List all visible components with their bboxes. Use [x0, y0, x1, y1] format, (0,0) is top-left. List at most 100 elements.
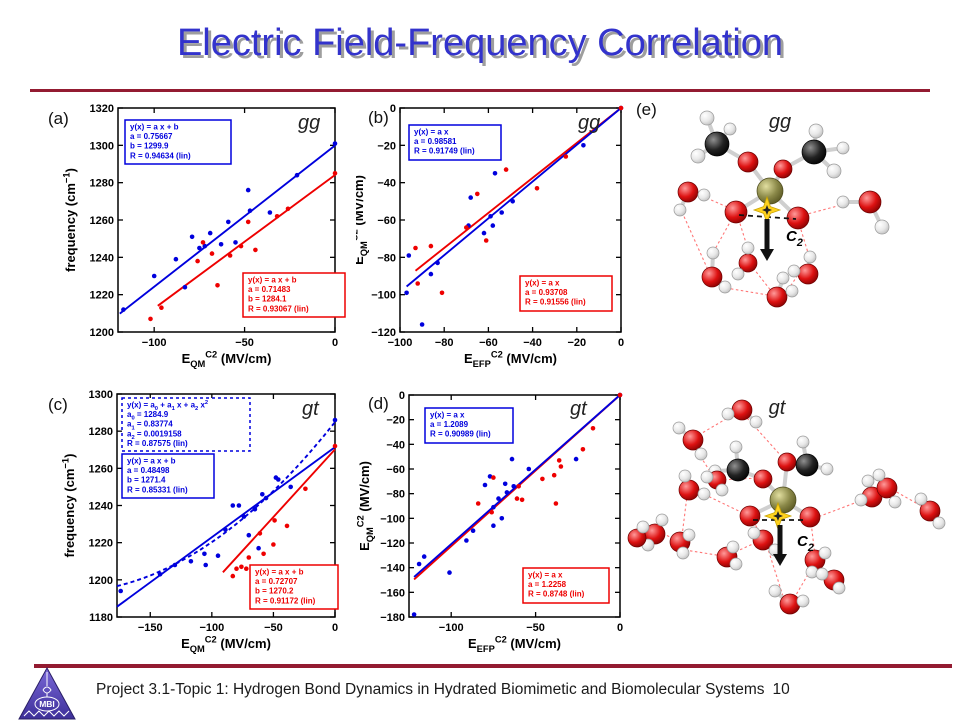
x-axis-label: EQMC2 (MV/cm)	[182, 350, 272, 370]
y-tick-label: −80	[386, 489, 405, 501]
atom-O	[766, 286, 788, 308]
data-point	[464, 225, 469, 230]
data-point	[236, 503, 242, 508]
data-point	[189, 234, 195, 240]
data-point	[303, 486, 308, 492]
logo-text: MBI	[39, 699, 55, 709]
title-divider-rule	[30, 89, 930, 92]
atom-H	[706, 246, 720, 260]
fit-line-blue-dashed	[116, 421, 336, 588]
atom-H	[836, 141, 850, 155]
atoms	[627, 399, 946, 615]
data-point	[239, 564, 244, 570]
data-point	[241, 514, 247, 519]
y-tick-label: 1180	[89, 612, 113, 624]
data-point	[200, 240, 206, 245]
atom-O	[731, 399, 753, 421]
data-point	[159, 305, 164, 310]
series-red	[148, 171, 338, 322]
atom-H	[741, 241, 755, 255]
data-point	[556, 458, 562, 463]
atom-H	[729, 557, 743, 571]
fit-line-red	[222, 448, 336, 573]
data-point	[558, 464, 564, 469]
annotation-line: a1 = 0.83774	[127, 420, 173, 432]
data-point	[490, 223, 496, 228]
data-point	[247, 208, 253, 213]
atom-H	[874, 219, 890, 235]
data-point	[519, 497, 525, 503]
panel-label: (c)	[48, 395, 68, 414]
mbi-logo-graphic: MBI	[18, 666, 76, 720]
y-tick-label: −100	[380, 513, 405, 525]
atom-H	[682, 528, 696, 542]
atom-H	[914, 492, 928, 506]
x-tick-label: 0	[332, 622, 338, 634]
data-point	[257, 531, 263, 536]
data-point	[246, 532, 252, 538]
data-point	[227, 253, 233, 258]
annotation-line: y(x) = a x + b	[248, 276, 297, 285]
footer-divider-rule	[34, 664, 952, 668]
data-point	[157, 572, 163, 577]
y-tick-label: −140	[380, 563, 405, 575]
atom-H	[768, 584, 782, 598]
data-point	[590, 426, 596, 431]
annotation-line: R = 0.91749 (lin)	[414, 147, 475, 156]
atom-H	[820, 462, 834, 476]
data-point	[233, 240, 238, 245]
data-point	[475, 501, 481, 506]
atom-P	[769, 486, 797, 514]
conformer-label: gt	[769, 397, 787, 419]
data-point	[332, 171, 338, 176]
atom-H	[796, 435, 810, 449]
y-tick-label: −120	[371, 327, 396, 339]
data-point	[509, 456, 515, 462]
chart-panel-b: −100 −80 −60 −40 −20 0 −120 −100 −80 −60 −40 −20 0 EE…	[350, 96, 660, 380]
data-point	[415, 281, 420, 286]
data-point	[419, 322, 425, 327]
annotation-line: a = 0.72707	[255, 577, 298, 586]
data-point	[218, 242, 224, 247]
annotation-line: R = 0.94634 (lin)	[130, 151, 191, 160]
atom-H	[718, 280, 732, 294]
data-point	[516, 484, 521, 489]
data-point	[202, 243, 208, 249]
atom-H	[694, 447, 708, 461]
y-tick-label: 0	[399, 390, 405, 402]
atom-H	[749, 415, 763, 429]
y-tick-label: 1240	[89, 501, 113, 513]
data-point	[173, 256, 179, 262]
chart-canvas-a: −100 −50 0 1200 1220 1240 1260 1280 1300 1320 EQMC…	[48, 103, 346, 370]
symmetry-star-core-icon	[773, 511, 783, 521]
annotation-line: R = 0.90989 (lin)	[430, 430, 491, 439]
annotation-line: a = 0.93708	[525, 288, 568, 297]
symmetry-star-core-icon	[762, 205, 772, 215]
fit-line-blue	[405, 107, 622, 288]
molecule-figure-gg: C2 gg	[640, 98, 960, 360]
y-tick-label: −180	[380, 612, 405, 624]
atom-O	[797, 263, 819, 285]
x-axis-label: EEFPC2 (MV/cm)	[468, 635, 561, 655]
data-point	[203, 562, 208, 568]
footer-text: Project 3.1-Topic 1: Hydrogen Bond Dynam…	[96, 681, 765, 698]
y-tick-label: 1260	[89, 463, 113, 475]
data-point	[470, 528, 476, 533]
atom-O	[858, 190, 882, 214]
atom-O	[737, 151, 759, 173]
atom-H	[721, 407, 735, 421]
slide-title: Electric Field-Frequency Correlation	[176, 22, 784, 64]
conformer-label: gg	[769, 111, 791, 133]
data-point	[617, 392, 623, 398]
atom-H	[731, 267, 745, 281]
y-axis-label: frequency (cm−1)	[61, 454, 77, 558]
chart-canvas-c: −150 −100 −50 0 1180 1200 1220 1240 1260 1280 1300…	[48, 389, 339, 654]
data-point	[288, 484, 293, 490]
data-point	[404, 290, 409, 296]
data-point	[491, 504, 496, 510]
